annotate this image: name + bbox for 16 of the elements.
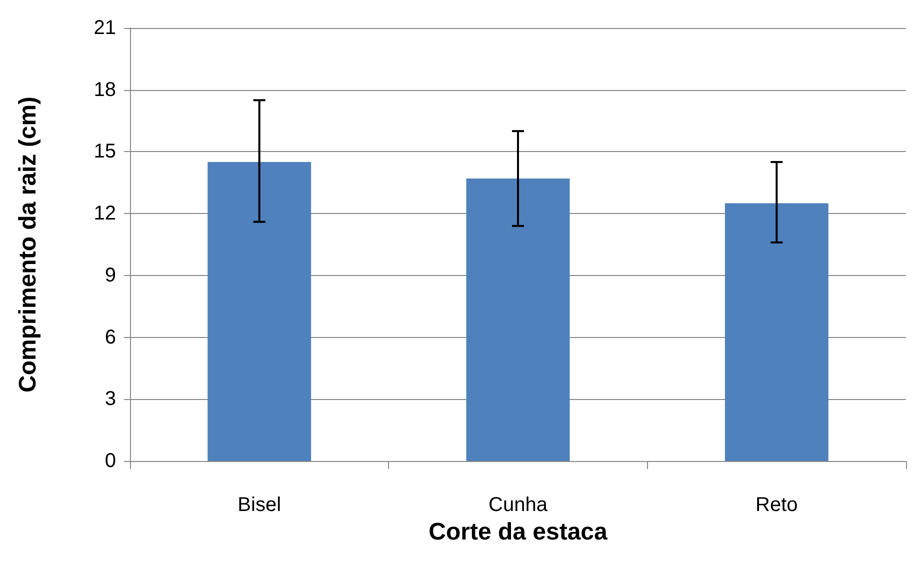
- y-tick-label: 3: [104, 388, 116, 410]
- y-tick-label: 9: [104, 264, 116, 286]
- bar: [208, 162, 312, 461]
- x-tick-label: Cunha: [488, 494, 548, 516]
- bar: [724, 203, 828, 461]
- x-tick-label: Reto: [756, 494, 798, 516]
- bar: [466, 178, 570, 461]
- y-tick-label: 6: [104, 326, 116, 348]
- y-tick-label: 18: [94, 78, 116, 101]
- y-tick-label: 15: [94, 140, 116, 163]
- x-axis-title: Corte da estaca: [428, 518, 608, 546]
- y-tick-label: 21: [94, 17, 116, 39]
- y-tick-label: 0: [104, 450, 116, 472]
- y-axis-title: Comprimento da raiz (cm): [14, 96, 42, 393]
- y-tick-label: 12: [94, 202, 116, 225]
- x-tick-label: Bisel: [238, 494, 282, 516]
